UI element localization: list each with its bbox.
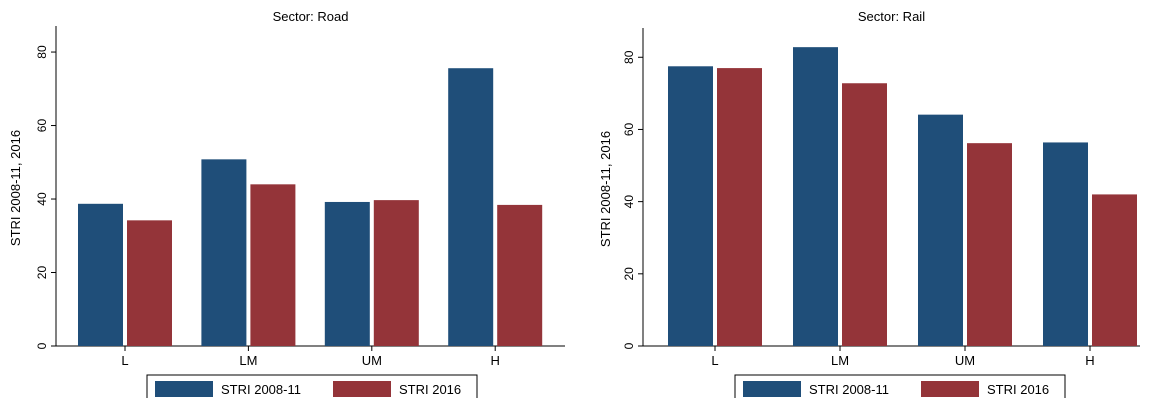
y-tick-label: 40 — [35, 192, 49, 206]
legend-swatch-2 — [921, 381, 979, 397]
bar-L-series1 — [78, 203, 123, 346]
bar-LM-series1 — [793, 47, 838, 346]
x-tick-label: LM — [239, 353, 257, 368]
bar-L-series2 — [127, 220, 172, 346]
y-tick-label: 80 — [622, 50, 636, 64]
y-tick-label: 20 — [622, 267, 636, 281]
x-tick-label: LM — [831, 353, 849, 368]
y-tick-label: 60 — [35, 119, 49, 133]
bar-H-series2 — [1092, 194, 1137, 346]
bar-LM-series1 — [201, 159, 247, 346]
bar-L-series2 — [717, 68, 762, 347]
bar-H-series1 — [448, 68, 494, 346]
y-tick-label: 20 — [35, 266, 49, 280]
bar-L-series1 — [668, 66, 713, 346]
chart-panel-2: Sector: Rail 0 20 40 60 80 STRI 2008-11, 2016 L… — [598, 9, 1140, 403]
legend-label-2: STRI 2016 — [399, 382, 461, 397]
x-tick-label: L — [711, 353, 718, 368]
bar-LM-series2 — [250, 184, 296, 346]
chart-title: Sector: Rail — [858, 9, 925, 24]
legend-label-2: STRI 2016 — [987, 382, 1049, 397]
x-tick-label: H — [491, 353, 500, 368]
legend-label-1: STRI 2008-11 — [221, 382, 301, 397]
x-tick-label: L — [121, 353, 128, 368]
bar-UM-series2 — [373, 200, 419, 346]
y-tick-label: 40 — [622, 195, 636, 209]
y-tick-label: 0 — [622, 342, 636, 349]
x-tick-label: H — [1085, 353, 1094, 368]
y-axis-title: STRI 2008-11, 2016 — [598, 131, 613, 247]
legend-swatch-1 — [743, 381, 801, 397]
bar-UM-series2 — [967, 143, 1012, 346]
legend-swatch-2 — [333, 381, 391, 397]
legend-label-1: STRI 2008-11 — [809, 382, 889, 397]
legend-swatch-1 — [155, 381, 213, 397]
chart-title: Sector: Road — [273, 9, 349, 24]
x-tick-label: UM — [362, 353, 382, 368]
bar-H-series2 — [497, 204, 543, 346]
bar-UM-series1 — [918, 114, 963, 346]
y-tick-label: 80 — [35, 45, 49, 59]
y-tick-label: 0 — [35, 342, 49, 349]
bar-H-series1 — [1043, 142, 1088, 346]
bar-UM-series1 — [324, 201, 370, 346]
x-tick-label: UM — [955, 353, 975, 368]
y-axis-title: STRI 2008-11, 2016 — [8, 130, 23, 246]
chart-panel-1: Sector: Road 0 20 40 60 80 STRI 2008-11, 2016 L… — [8, 9, 565, 403]
y-tick-label: 60 — [622, 122, 636, 136]
bar-LM-series2 — [842, 83, 887, 346]
